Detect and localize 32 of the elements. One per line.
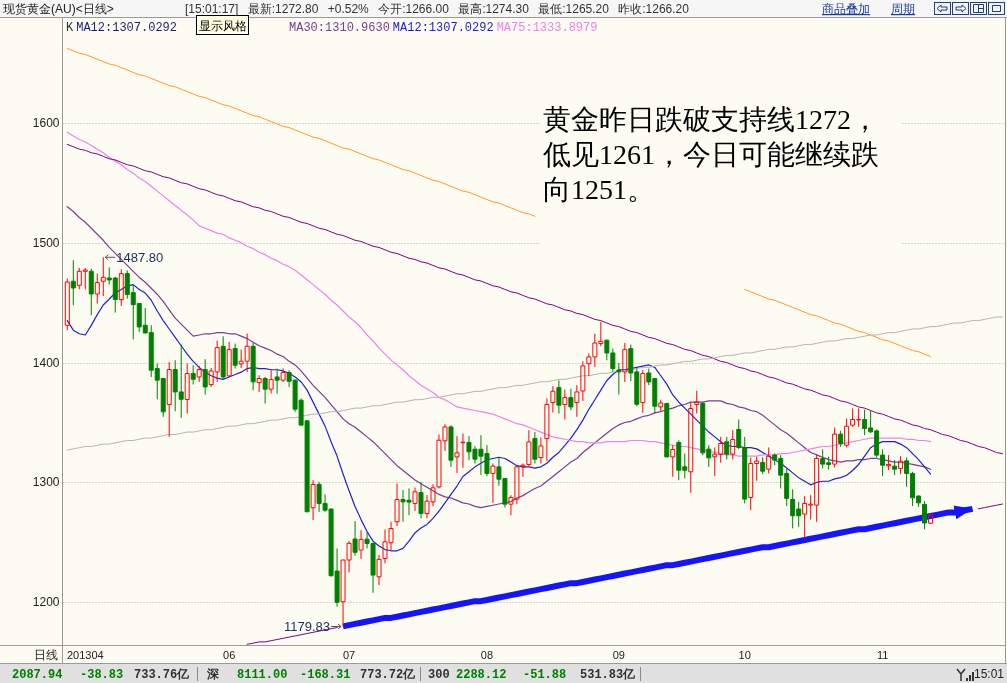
- annotation: 1179.83: [284, 619, 331, 635]
- tooltip: 显示风格: [196, 15, 249, 35]
- x-tick-label: 10: [738, 649, 751, 661]
- y-tick-label: 1600: [32, 115, 60, 130]
- chart-title: 现货黄金(AU)<日线>: [3, 2, 114, 16]
- y-tick-label: 1200: [32, 595, 60, 610]
- y-tick-label: 1400: [32, 355, 60, 370]
- legend-item: MA12:1307.0292: [392, 20, 494, 35]
- link: 商品叠加: [822, 2, 870, 16]
- y-tick-label: 1500: [32, 235, 60, 250]
- ticker: 深 8111.00 -168.31 773.72亿: [207, 666, 421, 682]
- x-tick-label: 09: [612, 649, 625, 661]
- annotation: 1487.80: [116, 249, 164, 265]
- indicator-label: MA12:1307.0292: [76, 20, 178, 35]
- chart-subtitle: [15:01:17] 最新:1272.80 +0.52% 今开:1266.00 最高:1274.30 最低:1265.20 昨收:1266.20: [185, 2, 690, 16]
- ticker: 300 2288.12 -51.88 531.83亿: [428, 666, 641, 682]
- x-tick-label: 08: [480, 649, 494, 661]
- low-label: 1179.83: [284, 619, 342, 634]
- indicator-label: K: [66, 20, 74, 35]
- x-tick-label: 06: [223, 649, 236, 661]
- legend-item: MA75:1333.8979: [496, 20, 598, 35]
- clock: 15:01: [973, 667, 1004, 681]
- x-tick-label: 07: [342, 649, 356, 661]
- x-tick-label: 11: [876, 649, 889, 661]
- high-label: 1487.80: [104, 249, 164, 265]
- x-tick-label: 201304: [66, 649, 104, 661]
- legend-item: MA30:1310.9630: [289, 20, 390, 35]
- annotation: 黄金昨日跌破支持线1272，低见1261，今日可能继续跌向1251。: [543, 104, 879, 205]
- ticker: 2087.94 -38.83 733.76亿: [12, 666, 198, 682]
- y-tick-label: 1300: [32, 475, 60, 490]
- link: 周期: [891, 2, 915, 16]
- x-axis-title: 日线: [33, 648, 58, 662]
